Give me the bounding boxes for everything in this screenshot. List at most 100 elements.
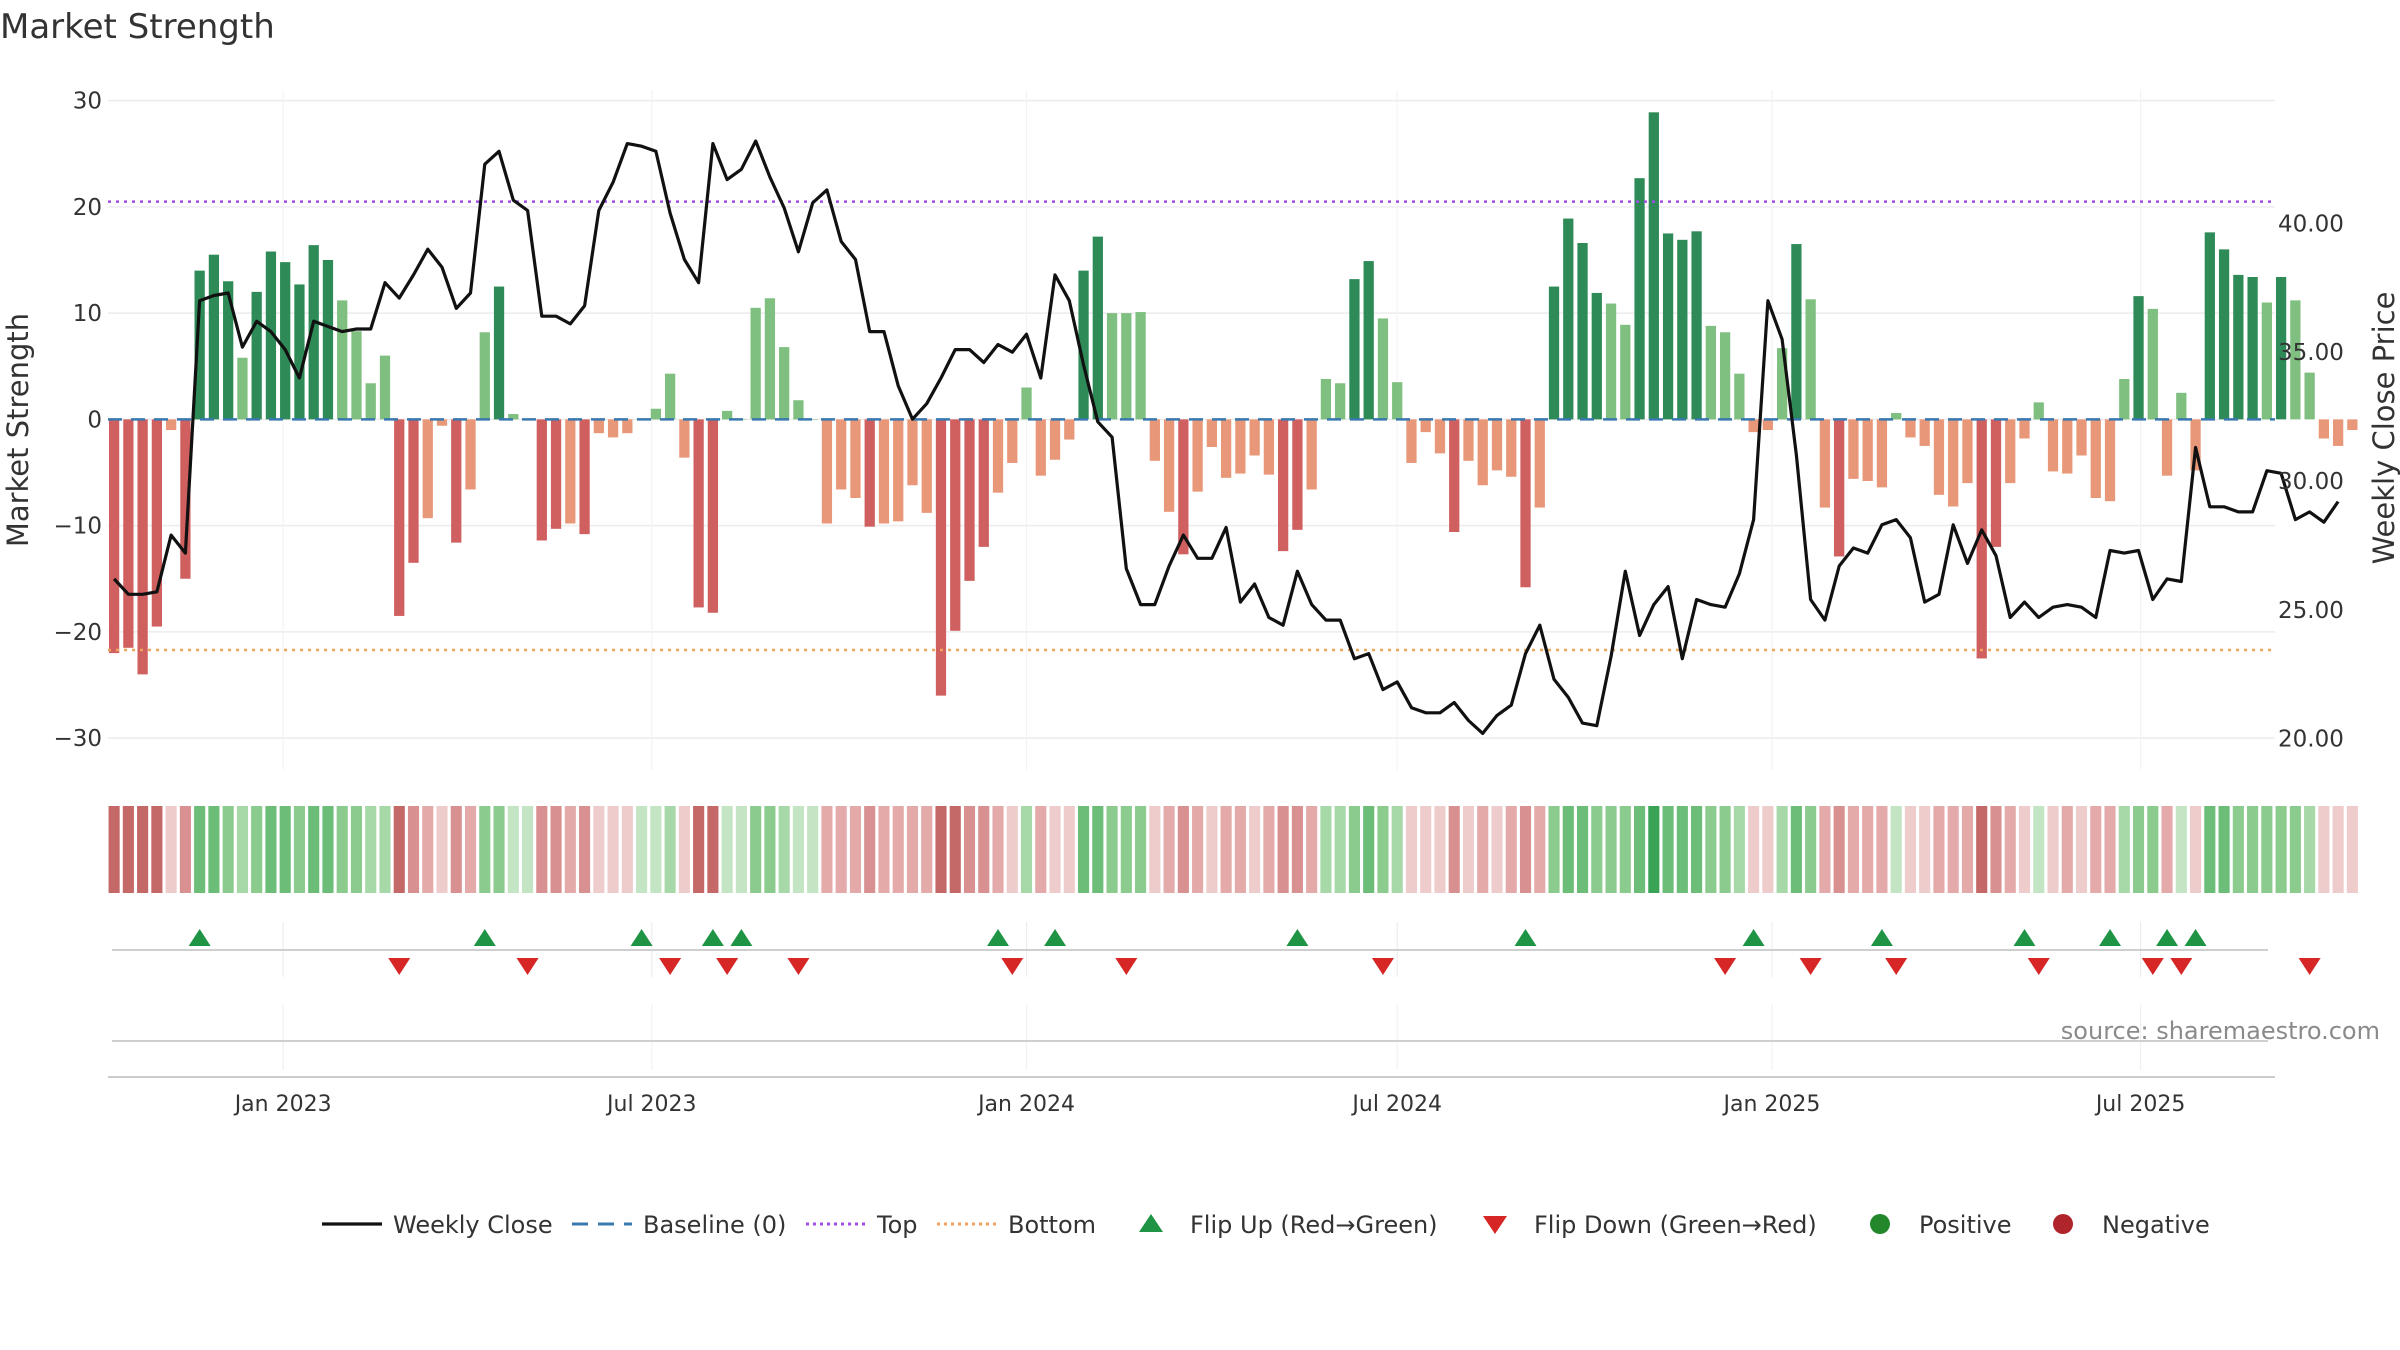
heat-cell bbox=[707, 806, 719, 893]
heat-cell bbox=[2061, 806, 2073, 893]
flip-up-marker bbox=[2184, 929, 2207, 946]
heat-cell bbox=[1035, 806, 1047, 893]
heat-cell bbox=[1177, 806, 1189, 893]
strength-bar bbox=[294, 284, 305, 420]
heat-cell bbox=[1847, 806, 1859, 893]
strength-bar bbox=[1149, 419, 1160, 461]
heat-cell bbox=[1819, 806, 1831, 893]
flip-up-marker bbox=[2099, 929, 2122, 946]
strength-bar bbox=[707, 419, 719, 613]
strength-bar bbox=[664, 373, 676, 420]
strength-bar bbox=[1320, 379, 1332, 420]
right-tick-label: 25.00 bbox=[2278, 598, 2344, 624]
strength-bar bbox=[764, 298, 776, 420]
heat-cell bbox=[507, 806, 519, 893]
heat-cell bbox=[350, 806, 363, 893]
strength-bar bbox=[1705, 325, 1716, 420]
heat-cell bbox=[978, 806, 990, 893]
heat-cell bbox=[1363, 806, 1375, 893]
heat-cell bbox=[1605, 806, 1617, 893]
heat-cell bbox=[1491, 806, 1503, 893]
heat-cell bbox=[265, 806, 277, 893]
heat-cell bbox=[1591, 806, 1603, 893]
flip-down-marker bbox=[388, 958, 411, 975]
strength-bar bbox=[1819, 419, 1831, 508]
legend-swatch-circle bbox=[2053, 1214, 2073, 1234]
x-tick-label: Jan 2025 bbox=[1721, 1092, 1820, 1117]
heat-cell bbox=[1919, 806, 1931, 893]
x-tick-label: Jan 2024 bbox=[976, 1092, 1075, 1117]
strength-bar bbox=[1377, 318, 1389, 420]
heat-cell bbox=[464, 806, 477, 893]
heat-cell bbox=[1534, 806, 1546, 893]
heat-cell bbox=[1462, 806, 1475, 893]
heat-cell bbox=[2047, 806, 2059, 893]
legend-label: Top bbox=[876, 1211, 918, 1239]
heat-cell bbox=[1648, 806, 1660, 893]
left-axis: 30 20 10 0 −10 −20 −30 bbox=[53, 89, 102, 753]
strength-bar bbox=[137, 419, 148, 675]
heat-cell bbox=[1519, 806, 1532, 893]
strength-bar bbox=[2047, 419, 2059, 472]
strength-bar bbox=[1163, 419, 1175, 512]
heat-cell bbox=[735, 806, 747, 893]
heat-cell bbox=[1434, 806, 1446, 893]
strength-bar bbox=[1791, 244, 1802, 420]
heat-cell bbox=[1862, 806, 1874, 893]
strength-bar bbox=[679, 419, 690, 458]
heat-cell bbox=[1234, 806, 1246, 893]
legend-label: Negative bbox=[2102, 1211, 2210, 1239]
x-axis: Jan 2023 Jul 2023 Jan 2024 Jul 2024 Jan 2025… bbox=[108, 1076, 2275, 1117]
heat-cell bbox=[1263, 806, 1275, 893]
heat-cell bbox=[1320, 806, 1332, 893]
strength-bar bbox=[921, 419, 932, 513]
heat-cell bbox=[878, 806, 890, 893]
heat-cell bbox=[1904, 806, 1916, 893]
heat-cell bbox=[664, 806, 676, 893]
heat-cell bbox=[1348, 806, 1360, 893]
strength-bar bbox=[978, 419, 989, 547]
flip-down-marker bbox=[2027, 958, 2050, 975]
legend-label: Weekly Close bbox=[393, 1211, 553, 1239]
legend-swatch-circle bbox=[1870, 1214, 1890, 1234]
heat-cell bbox=[1762, 806, 1774, 893]
heat-cell bbox=[1077, 806, 1090, 893]
strength-bar bbox=[950, 419, 961, 631]
strength-bar bbox=[2204, 232, 2215, 420]
flip-up-marker bbox=[630, 929, 653, 946]
heat-cell bbox=[1676, 806, 1688, 893]
strength-bar bbox=[422, 419, 433, 519]
heat-cell bbox=[1691, 806, 1703, 893]
heat-cell bbox=[1377, 806, 1389, 893]
heat-cell bbox=[251, 806, 263, 893]
strength-bar bbox=[1064, 419, 1075, 440]
heat-cell bbox=[1634, 806, 1646, 893]
right-tick-label: 30.00 bbox=[2278, 469, 2344, 495]
strength-bar bbox=[1919, 419, 1930, 446]
heat-cell bbox=[1092, 806, 1104, 893]
strength-bar bbox=[1548, 286, 1560, 420]
strength-bar bbox=[2233, 274, 2244, 420]
strength-bar bbox=[1249, 419, 1260, 456]
flip-down-marker bbox=[1371, 958, 1394, 975]
strength-bar bbox=[1206, 419, 1217, 447]
legend-label: Flip Up (Red→Green) bbox=[1190, 1211, 1438, 1239]
strength-bar bbox=[322, 260, 334, 420]
strength-bar bbox=[1976, 419, 1987, 659]
flip-down-marker bbox=[659, 958, 682, 975]
strength-bar bbox=[2190, 419, 2201, 471]
strength-bar bbox=[1278, 419, 1289, 552]
heat-cell bbox=[179, 806, 191, 893]
strength-bar bbox=[1007, 419, 1018, 463]
strength-bar bbox=[1292, 419, 1303, 530]
heat-cell bbox=[2033, 806, 2045, 893]
heat-cell bbox=[2275, 806, 2287, 893]
strength-bar bbox=[465, 419, 476, 490]
heat-cell bbox=[1135, 806, 1147, 893]
heat-cell bbox=[2090, 806, 2102, 893]
strength-bar bbox=[1634, 178, 1645, 420]
heat-cell bbox=[208, 806, 220, 893]
heat-cell bbox=[1106, 806, 1118, 893]
heat-cell bbox=[1020, 806, 1033, 893]
